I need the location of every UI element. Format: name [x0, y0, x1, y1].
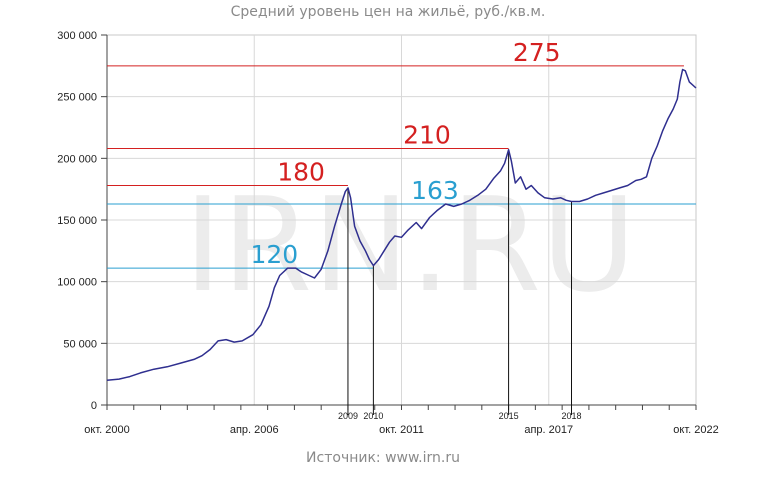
x-tick-label: апр. 2006	[230, 424, 279, 436]
watermark-text: IRN.RU	[184, 169, 637, 321]
x-tick-label: окт. 2000	[84, 424, 129, 436]
x-tick-label: окт. 2011	[379, 424, 424, 436]
y-tick-label: 50 000	[63, 338, 97, 350]
annotation-label: 210	[403, 120, 451, 149]
chart-source: Источник: www.irn.ru	[306, 450, 460, 466]
y-tick-label: 100 000	[57, 277, 97, 289]
annotation-label: 180	[277, 157, 325, 186]
plot-area: IRN.RU 0 50 000 100 000 150 000 200 000 250 00…	[57, 30, 719, 436]
series-line	[106, 68, 697, 382]
year-marker-label: 2010	[363, 411, 383, 421]
annotation-label: 275	[513, 38, 561, 67]
x-tick-label: окт. 2022	[673, 424, 718, 436]
year-marker-label: 2009	[338, 411, 358, 421]
annotation-label: 163	[411, 176, 459, 205]
annotation-label: 120	[250, 240, 298, 269]
x-tick-label: апр. 2017	[524, 424, 573, 436]
y-tick-label: 0	[91, 400, 97, 412]
y-tick-label: 200 000	[57, 153, 97, 165]
year-marker-label: 2015	[499, 411, 519, 421]
year-marker-label: 2018	[561, 411, 581, 421]
y-tick-label: 250 000	[57, 92, 97, 104]
chart-title: Средний уровень цен на жильё, руб./кв.м.	[231, 4, 546, 20]
y-tick-label: 300 000	[57, 30, 97, 42]
y-tick-label: 150 000	[57, 215, 97, 227]
